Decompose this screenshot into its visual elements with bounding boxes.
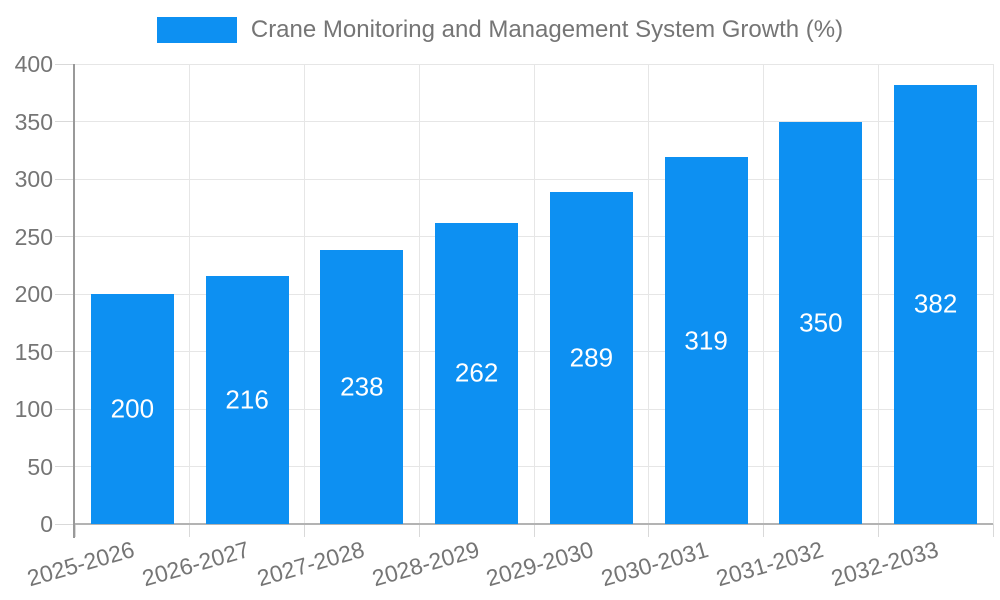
x-tick-label: 2032-2033	[827, 536, 941, 592]
x-gridline	[877, 64, 879, 524]
x-gridline	[648, 64, 650, 524]
bar	[320, 250, 404, 524]
bar-value-label: 238	[340, 371, 384, 402]
y-tick-label: 300	[14, 166, 53, 192]
bar-value-label: 382	[913, 288, 958, 319]
y-tick-mark	[55, 408, 75, 410]
x-tick-label: 2025-2026	[24, 536, 138, 592]
x-tick-label: 2028-2029	[368, 536, 482, 592]
bar	[435, 222, 519, 524]
legend-swatch-icon	[156, 17, 237, 43]
x-gridline	[189, 64, 191, 524]
y-tick-label: 100	[14, 396, 53, 422]
x-tick-mark	[648, 524, 650, 537]
x-gridline	[418, 64, 420, 524]
y-tick-label: 0	[40, 511, 53, 537]
bar	[90, 294, 174, 524]
x-tick-label: 2026-2027	[139, 536, 253, 592]
bar-value-label: 216	[225, 384, 269, 415]
x-tick-mark	[418, 524, 420, 537]
bar-value-label: 200	[110, 393, 155, 424]
bar	[205, 275, 289, 524]
bar-value-label: 289	[569, 342, 614, 373]
y-tick-mark	[55, 63, 75, 65]
bar	[779, 121, 863, 524]
x-tick-mark	[304, 524, 305, 537]
y-tick-label: 250	[14, 223, 53, 250]
x-tick-mark	[763, 524, 764, 537]
y-tick-label: 350	[14, 108, 53, 135]
bar	[664, 157, 748, 524]
bar-value-label: 262	[454, 357, 499, 388]
x-tick-mark	[877, 524, 879, 537]
y-tick-label: 150	[14, 338, 53, 365]
y-tick-mark	[55, 466, 75, 467]
x-tick-mark	[189, 524, 191, 537]
y-tick-label: 200	[14, 281, 53, 307]
x-gridline	[533, 64, 535, 524]
bar-value-label: 350	[799, 307, 843, 338]
y-tick-label: 50	[27, 453, 53, 480]
legend-label: Crane Monitoring and Management System G…	[250, 16, 844, 43]
x-tick-label: 2031-2032	[713, 536, 827, 592]
bar	[894, 84, 978, 524]
bar-value-label: 319	[684, 325, 728, 356]
x-tick-label: 2030-2031	[598, 536, 712, 592]
y-tick-mark	[55, 293, 75, 295]
legend: Crane Monitoring and Management System G…	[0, 16, 1000, 44]
x-gridline	[304, 64, 305, 524]
y-tick-mark	[55, 178, 75, 180]
x-tick-label: 2029-2030	[483, 536, 597, 592]
y-tick-mark	[55, 236, 75, 237]
x-tick-mark	[74, 524, 76, 537]
x-tick-mark	[533, 524, 535, 537]
y-tick-mark	[55, 121, 75, 122]
x-tick-mark	[992, 524, 994, 537]
x-axis-line	[75, 523, 993, 525]
y-axis-line	[73, 64, 75, 538]
x-gridline	[992, 64, 994, 524]
bar	[549, 191, 633, 524]
y-tick-mark	[55, 523, 75, 525]
y-tick-mark	[55, 351, 75, 352]
x-gridline	[763, 64, 764, 524]
x-tick-label: 2027-2028	[254, 536, 368, 592]
y-tick-label: 400	[14, 51, 53, 77]
